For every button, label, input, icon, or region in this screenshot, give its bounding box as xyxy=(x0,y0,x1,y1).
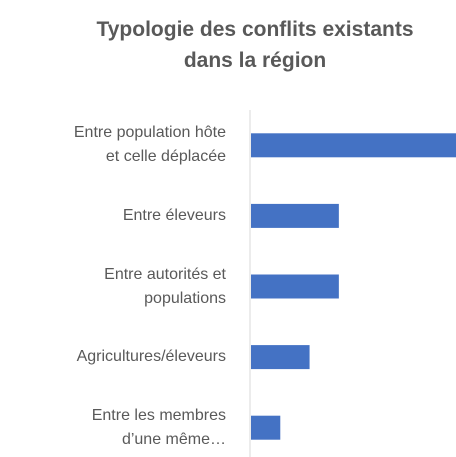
chart-title: Typologie des conflits existants dans la… xyxy=(96,18,414,72)
y-tick-label: Entre éleveurs xyxy=(122,206,226,224)
bar xyxy=(251,274,339,299)
bar xyxy=(251,415,281,440)
bar xyxy=(251,203,339,228)
y-tick-label: Entre les membres d’une même… xyxy=(91,406,226,448)
y-tick-label: Agricultures/éleveurs xyxy=(76,348,226,366)
bar xyxy=(251,133,456,158)
y-tick-label: Entre autorités et populations xyxy=(104,265,226,307)
bar xyxy=(251,345,310,370)
y-tick-label: Entre population hôte et celle déplacée xyxy=(73,124,226,166)
